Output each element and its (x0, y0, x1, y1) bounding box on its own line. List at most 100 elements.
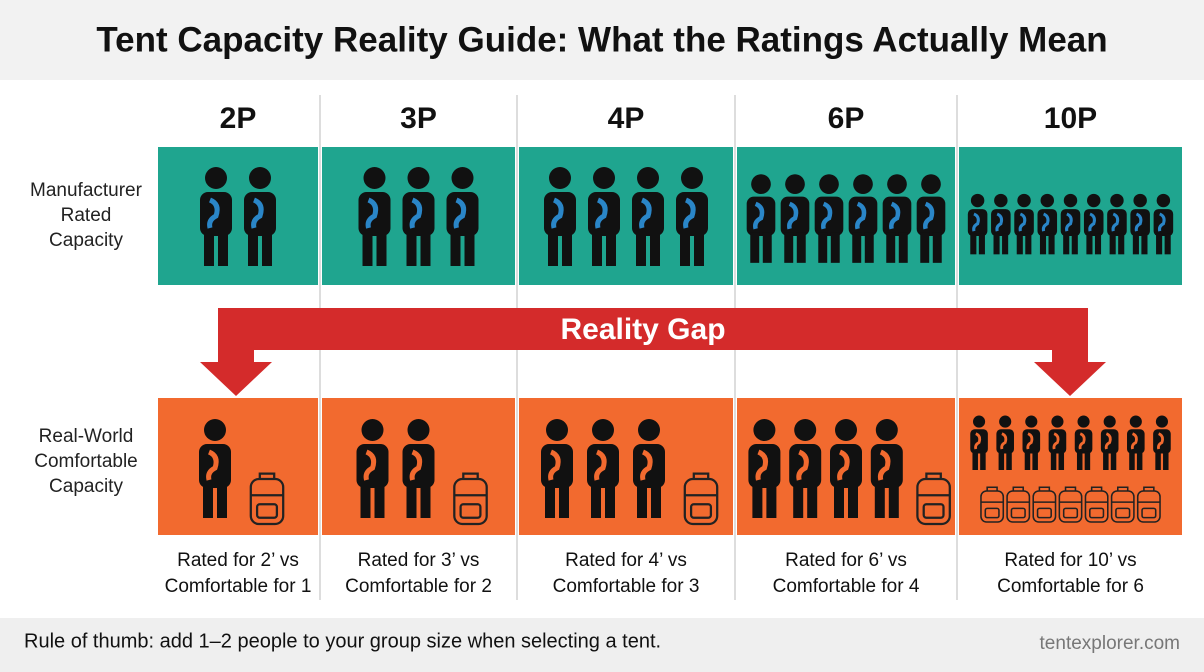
pack-pocket (1036, 507, 1052, 519)
leg (766, 484, 777, 518)
accent (972, 212, 980, 232)
column-heading: 3P (400, 102, 437, 135)
leg (637, 484, 647, 518)
leg (796, 232, 806, 263)
accent (1088, 212, 1096, 232)
head (753, 419, 776, 441)
leg (1016, 233, 1023, 255)
column-heading: 6P (828, 102, 865, 135)
reality-gap-arrow: Reality Gap (200, 308, 1106, 396)
leg (1050, 451, 1057, 470)
person-icon (402, 167, 435, 266)
head (1063, 193, 1078, 208)
person-icon (991, 193, 1011, 255)
caption: Comfortable for 2 (345, 576, 492, 597)
head (205, 167, 227, 189)
person-icon (676, 167, 708, 266)
leg (848, 484, 858, 518)
backpack-icon (1136, 486, 1161, 523)
head (361, 419, 384, 441)
person-icon (1048, 415, 1067, 470)
leg (1058, 451, 1065, 470)
head (407, 419, 430, 441)
pack-pocket (1141, 507, 1157, 519)
comfortable-people (356, 419, 435, 518)
person-icon (199, 419, 231, 518)
accent (1157, 432, 1164, 450)
head (204, 419, 226, 441)
rated-people (358, 167, 479, 266)
person-icon (1014, 193, 1034, 255)
pack-body (453, 477, 488, 526)
person-icon (789, 419, 822, 518)
accent (1111, 212, 1120, 232)
person-icon (1107, 193, 1127, 255)
person-icon (587, 419, 619, 518)
head (794, 419, 817, 441)
leg (874, 484, 885, 518)
accent (855, 201, 867, 230)
pack-handle (1090, 486, 1103, 491)
pack-pocket (459, 503, 482, 519)
leg (680, 232, 690, 266)
pack-body (1084, 490, 1109, 523)
head (451, 167, 474, 189)
leg (886, 232, 896, 263)
backpack-icon (453, 472, 488, 526)
person-icon (446, 167, 479, 266)
leg (376, 232, 387, 266)
leg (1132, 233, 1139, 255)
pack-pocket (1115, 507, 1131, 519)
person-icon (748, 419, 781, 518)
backpack-icon (916, 472, 951, 526)
head (853, 174, 873, 194)
backpack-icon (1110, 486, 1135, 523)
leg (1084, 451, 1091, 470)
backpack-icon (1058, 486, 1083, 523)
leg (605, 484, 615, 518)
gap-arrow (200, 308, 1106, 396)
row-label: Rated (61, 205, 112, 226)
accent (1065, 212, 1073, 232)
pack-body (1006, 490, 1031, 523)
pack-body (1058, 490, 1083, 523)
accent (683, 197, 696, 229)
leg (1032, 451, 1038, 470)
person-icon (967, 193, 988, 255)
leg (818, 232, 828, 263)
accent (206, 449, 219, 481)
accent (1000, 432, 1008, 450)
pack-pocket (1062, 507, 1079, 519)
accent (595, 197, 608, 229)
person-icon (632, 167, 664, 266)
leg (1024, 451, 1031, 470)
accent (1052, 432, 1060, 450)
head (681, 167, 703, 189)
head (1129, 415, 1142, 428)
leg (606, 232, 616, 266)
caption: Rated for 10’ vs (1004, 550, 1136, 571)
leg (980, 451, 986, 470)
backpacks (916, 472, 951, 526)
leg (1164, 233, 1171, 255)
pack-body (980, 490, 1005, 523)
leg (752, 484, 763, 518)
backpack-icon (980, 486, 1005, 523)
comfortable-cell (959, 398, 1182, 535)
head (1110, 193, 1124, 208)
head (835, 419, 857, 441)
rated-cell (158, 147, 318, 285)
leg (248, 232, 258, 266)
accent (453, 197, 467, 229)
head (1087, 193, 1101, 208)
pack-handle (1012, 486, 1024, 491)
leg (1156, 233, 1163, 255)
leg (1071, 233, 1078, 255)
accent (1078, 432, 1086, 450)
head (751, 174, 771, 194)
leg (1136, 451, 1143, 470)
accent (923, 201, 935, 230)
leg (362, 232, 373, 266)
head (1040, 193, 1054, 208)
person-icon (1130, 193, 1150, 255)
